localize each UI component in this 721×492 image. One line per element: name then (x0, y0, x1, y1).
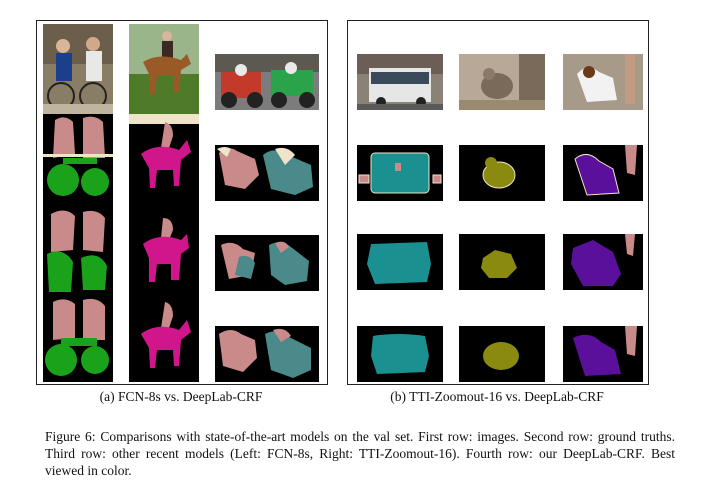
deeplab-motorbikes (215, 326, 319, 382)
gt-horse (129, 114, 199, 206)
fcn-horse (129, 206, 199, 296)
zoomout-bus (357, 234, 443, 290)
image-cyclists (43, 24, 113, 114)
image-bird (459, 54, 545, 110)
panel-b-caption: (b) TTI-Zoomout-16 vs. DeepLab-CRF (390, 389, 604, 404)
deeplab-horse (129, 296, 199, 382)
fcn-cyclists (43, 206, 113, 296)
zoomout-dog (563, 234, 643, 290)
gt-dog (563, 145, 643, 201)
panel-b-zoomout-vs-deeplab (347, 20, 649, 385)
zoomout-bird (459, 234, 545, 290)
figure-caption: Figure 6: Comparisons with state-of-the-… (45, 429, 675, 478)
deeplab-bus (357, 326, 443, 382)
gt-bird (459, 145, 545, 201)
gt-cyclists (43, 114, 113, 206)
gt-motorbikes (215, 145, 319, 201)
panel-a-fcn-vs-deeplab (36, 20, 328, 385)
image-bus (357, 54, 443, 110)
deeplab-dog (563, 326, 643, 382)
image-horse-rider (129, 24, 199, 114)
panel-a-caption: (a) FCN-8s vs. DeepLab-CRF (99, 389, 263, 404)
image-dog (563, 54, 643, 110)
deeplab-cyclists (43, 296, 113, 382)
gt-bus (357, 145, 443, 201)
image-motorbikes (215, 54, 319, 110)
deeplab-bird (459, 326, 545, 382)
fcn-motorbikes (215, 235, 319, 291)
